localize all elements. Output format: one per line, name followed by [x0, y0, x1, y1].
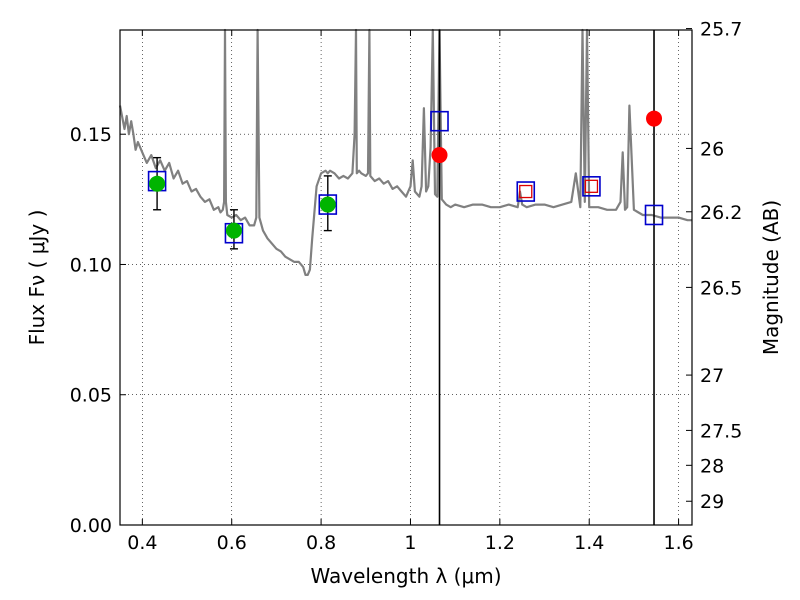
magnitude-tick-label: 29 [700, 491, 724, 513]
y-tick-label: 0.10 [70, 254, 112, 276]
y-tick-label: 0.05 [70, 385, 112, 407]
observed-point [519, 184, 533, 199]
vertical-lines [438, 30, 655, 525]
ticks: 0.4 0.6 0.8 1 1.2 1.4 1.6 0.00 0.05 0.10 0.15 25.7 2… [70, 19, 743, 554]
plot-frame [119, 29, 693, 526]
x-tick-label: 1.4 [574, 532, 604, 554]
y-tick-label: 0.00 [70, 515, 112, 537]
magnitude-tick-label: 28 [700, 455, 724, 477]
y-axis-title: Flux Fν ( μJy ) [25, 210, 49, 346]
magnitude-tick-label: 27 [700, 365, 724, 387]
model-point [318, 194, 338, 215]
x-tick-label: 1.6 [663, 532, 693, 554]
magnitude-tick-label: 27.5 [700, 420, 742, 442]
spectrum [118, 28, 692, 276]
x-axis-title: Wavelength λ (μm) [310, 564, 501, 588]
magnitude-tick-label: 26.5 [700, 277, 742, 299]
x-tick-label: 1 [404, 532, 416, 554]
observed-point [149, 175, 166, 192]
model-point [516, 181, 536, 202]
x-tick-label: 0.6 [217, 532, 247, 554]
observed-point [225, 222, 242, 239]
x-tick-label: 0.8 [306, 532, 336, 554]
model-point [644, 204, 664, 226]
grid [120, 30, 692, 525]
spectrum-line [118, 28, 692, 276]
y-tick-label: 0.15 [70, 124, 112, 146]
model-point [582, 176, 601, 197]
x-tick-label: 1.2 [485, 532, 515, 554]
observed-point [319, 196, 336, 213]
observed-point [584, 179, 599, 193]
magnitude-tick-label: 26 [700, 138, 724, 160]
magnitude-tick-label: 25.7 [700, 19, 742, 41]
magnitude-tick-label: 26.2 [700, 202, 742, 224]
data-markers [147, 110, 664, 250]
magnitude-axis-title: Magnitude (AB) [759, 200, 783, 355]
observed-point [431, 147, 448, 164]
model-point [430, 110, 449, 132]
observed-point [646, 110, 663, 127]
x-tick-label: 0.4 [127, 532, 157, 554]
